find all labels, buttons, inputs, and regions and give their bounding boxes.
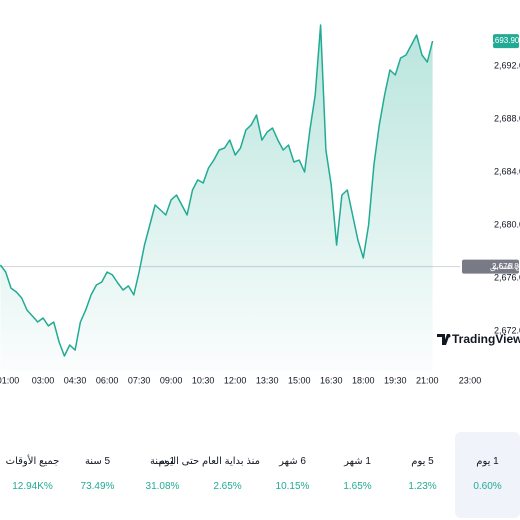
period-tab[interactable]: جميع الأوقات 12.94K% xyxy=(0,432,65,518)
y-tick-label: 2,684.000 xyxy=(494,167,520,177)
period-change: 10.15% xyxy=(275,481,310,492)
chart: TradingView 2,672.000 2,676.000 2,680.000 2… xyxy=(0,24,520,385)
period-tab[interactable]: 1 سنة 31.08% xyxy=(130,432,195,518)
last-price-value: 2,693.900 xyxy=(488,36,520,45)
period-label: 6 شهر xyxy=(279,456,306,467)
period-tabs: 1 يوم 0.60% 5 يوم 1.23% 1 شهر 1.65% 6 شهر 10.15… xyxy=(0,432,520,518)
x-tick-label: 12:00 xyxy=(224,375,247,385)
watermark-text: TradingView xyxy=(452,332,520,346)
x-tick-label: 03:00 xyxy=(32,375,55,385)
x-tick-label: 06:00 xyxy=(96,375,119,385)
x-tick-label: 18:00 xyxy=(352,375,375,385)
x-tick-label: 19:30 xyxy=(384,375,407,385)
watermark-logo-dot xyxy=(447,334,451,338)
period-change: 12.94K% xyxy=(12,481,53,492)
period-change: 1.23% xyxy=(408,481,437,492)
x-tick-label: 09:00 xyxy=(160,375,183,385)
period-label: منذ بداية العام حتى اليوم xyxy=(158,456,260,467)
period-tab[interactable]: 1 شهر 1.65% xyxy=(325,432,390,518)
watermark: TradingView xyxy=(437,332,520,346)
period-label: 5 يوم xyxy=(411,456,434,467)
x-tick-label: 10:30 xyxy=(192,375,215,385)
period-label: 5 سنة xyxy=(84,456,111,467)
period-label: جميع الأوقات xyxy=(5,456,60,467)
last-price-box xyxy=(493,34,519,49)
y-tick-label: 2,692.000 xyxy=(494,61,520,71)
period-change: 31.08% xyxy=(145,481,180,492)
previous-close-value: 2,676.875 xyxy=(492,262,520,271)
period-tab[interactable]: 5 يوم 1.23% xyxy=(390,432,455,518)
period-tab[interactable]: منذ بداية العام حتى اليوم 2.65% xyxy=(158,432,260,518)
period-tab[interactable]: 6 شهر 10.15% xyxy=(260,432,325,518)
line xyxy=(0,24,434,357)
period-label: 1 يوم xyxy=(476,456,499,467)
y-tick-label: 2,688.000 xyxy=(494,114,520,124)
watermark-logo xyxy=(437,334,450,345)
period-change: 2.65% xyxy=(213,481,242,492)
x-tick-label: 04:30 xyxy=(64,375,87,385)
period-label: 1 سنة xyxy=(149,456,176,467)
x-tick-label: 23:00 xyxy=(459,375,482,385)
x-tick-label: 21:00 xyxy=(416,375,439,385)
x-tick-label: 07:30 xyxy=(128,375,151,385)
period-tab[interactable]: 1 يوم 0.60% xyxy=(455,432,520,518)
period-change: 1.65% xyxy=(343,481,372,492)
period-change: 73.49% xyxy=(80,481,115,492)
previous-close-name: الإغلاق السابق xyxy=(490,262,520,272)
x-tick-label: 15:00 xyxy=(288,375,311,385)
x-tick-label: 13:30 xyxy=(256,375,279,385)
period-label: 1 شهر xyxy=(344,456,371,467)
y-tick-label: 2,672.000 xyxy=(494,326,520,336)
period-tab[interactable]: 5 سنة 73.49% xyxy=(65,432,130,518)
y-tick-label: 2,676.000 xyxy=(494,273,520,283)
x-tick-label: 01:00 xyxy=(0,375,19,385)
y-tick-label: 2,680.000 xyxy=(494,220,520,230)
area xyxy=(0,25,433,371)
previous-close-box xyxy=(462,259,519,274)
x-tick-label: 16:30 xyxy=(320,375,343,385)
period-change: 0.60% xyxy=(473,481,502,492)
